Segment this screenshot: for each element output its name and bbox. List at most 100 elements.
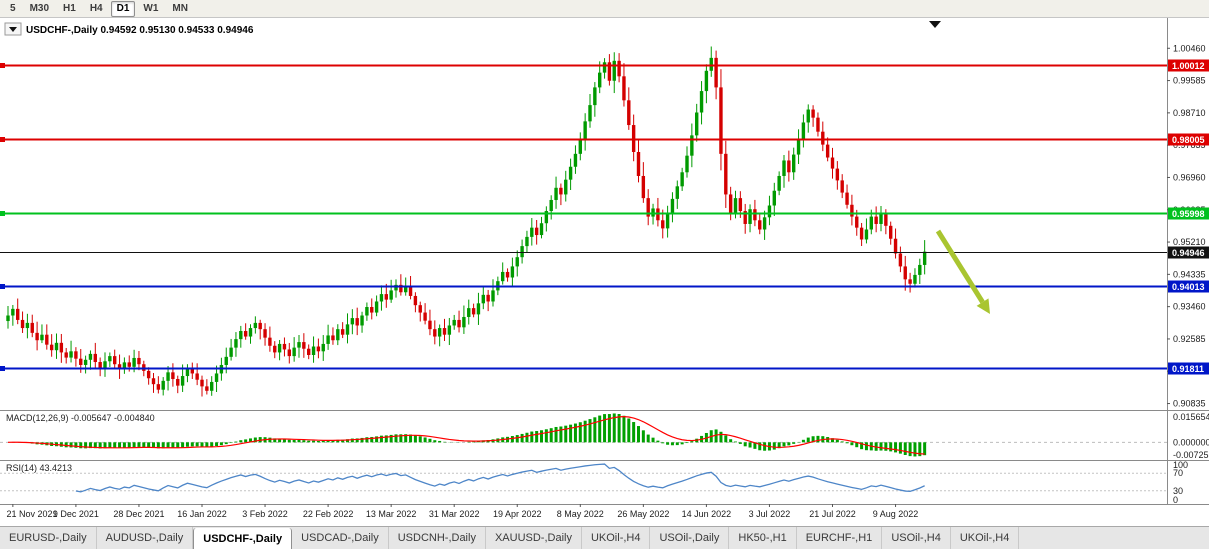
symbol-tab-usoil-h4[interactable]: USOil-,H4 [882,527,951,549]
candle-body [476,303,481,315]
symbol-tab-eurusd-daily[interactable]: EURUSD-,Daily [0,527,97,549]
timeframe-button-5[interactable]: 5 [10,2,16,14]
candle-body [573,153,578,167]
candle-body [127,362,131,367]
price-tag-1.00012: 1.00012 [1168,59,1209,72]
candle-body [108,356,112,362]
candle-body [243,331,248,337]
candle-body [491,290,495,302]
symbol-tab-usdchf-daily[interactable]: USDCHF-,Daily [193,528,293,549]
timeframe-button-mn[interactable]: MN [172,2,188,14]
symbol-tab-xauusd-daily[interactable]: XAUUSD-,Daily [486,527,582,549]
candlestick-chart[interactable]: 1.004600.995850.987100.978350.969600.960… [0,18,1209,526]
candle-body [893,238,898,254]
symbol-tab-usdcad-daily[interactable]: USDCAD-,Daily [292,527,389,549]
candle-body [821,131,825,145]
candle-body [336,329,340,341]
candle-body [326,335,330,344]
macd-axis-min: -0.007255 [1173,450,1209,460]
candle-body [884,213,888,226]
candle-body [816,117,820,132]
candle-body [69,351,73,358]
candle-body [612,60,616,81]
candle-body [859,227,864,240]
timeframe-button-h1[interactable]: H1 [63,2,76,14]
candle-body [462,316,466,328]
date-label: 9 Dec 2021 [53,509,99,519]
timeframe-button-w1[interactable]: W1 [143,2,159,14]
candle-body [869,216,873,230]
candle-body [452,319,456,326]
candle-body [176,378,180,386]
candle-body [825,144,830,158]
candle-body [413,295,418,306]
candle-body [30,322,34,333]
candle-body [792,154,796,173]
line-handle[interactable] [0,366,5,371]
candle-body [898,253,903,267]
candlestick-series [6,46,927,397]
candle-body [79,358,83,365]
symbol-tab-ukoil-h4[interactable]: UKOil-,H4 [951,527,1020,549]
candle-body [11,308,15,316]
timeframe-button-h4[interactable]: H4 [89,2,103,14]
timeframe-button-d1[interactable]: D1 [110,0,136,17]
price-tick-label: 0.93460 [1173,302,1206,312]
candle-body [889,225,893,239]
candle-body [384,294,388,300]
line-handle[interactable] [0,284,5,289]
price-tag-0.91811: 0.91811 [1168,362,1209,375]
symbol-tab-usdcnh-daily[interactable]: USDCNH-,Daily [389,527,486,549]
candle-body [714,57,718,88]
price-axis[interactable]: 1.004600.995850.987100.978350.969600.960… [1167,43,1206,409]
price-tag-0.95998: 0.95998 [1168,207,1209,220]
candle-body [903,266,907,280]
candle-body [690,135,694,156]
line-handle[interactable] [0,211,5,216]
date-label: 16 Jan 2022 [177,509,227,519]
candle-body [433,329,437,337]
candle-body [374,301,379,313]
chart-shift-marker[interactable] [929,21,941,28]
candle-body [922,251,927,265]
candle-body [437,328,442,337]
candle-body [408,287,413,296]
line-handle[interactable] [0,137,5,142]
date-label: 28 Dec 2021 [113,509,164,519]
symbol-tab-audusd-daily[interactable]: AUDUSD-,Daily [97,527,194,549]
svg-text:0.94013: 0.94013 [1172,282,1205,292]
candle-body [263,329,267,338]
candle-body [864,229,869,240]
candle-body [855,216,859,228]
svg-text:0.91811: 0.91811 [1172,364,1204,374]
symbol-tab-usoil-daily[interactable]: USOil-,Daily [650,527,730,549]
symbol-tab-hk50-h1[interactable]: HK50-,H1 [729,527,797,549]
candle-body [442,328,447,335]
candle-body [748,209,752,224]
candle-body [636,151,641,176]
symbol-tab-ukoil-h4[interactable]: UKOil-,H4 [582,527,651,549]
candle-body [399,284,403,293]
macd-axis-max: 0.015654 [1173,412,1209,422]
candle-body [762,217,767,230]
macd-label: MACD(12,26,9) -0.005647 -0.004840 [6,413,155,423]
symbol-tab-eurchf-h1[interactable]: EURCHF-,H1 [797,527,883,549]
candle-body [806,109,810,123]
candle-body [20,319,25,329]
candle-body [578,139,582,154]
date-label: 19 Apr 2022 [493,509,542,519]
line-handle[interactable] [0,63,5,68]
candle-body [845,192,849,205]
candle-body [525,236,529,247]
candle-body [122,362,127,370]
candle-body [88,353,93,360]
candle-body [559,187,563,195]
chart-area: 1.004600.995850.987100.978350.969600.960… [0,18,1209,526]
candle-body [205,386,209,391]
trend-arrow-head[interactable] [976,298,990,314]
price-tick-label: 0.95210 [1173,237,1206,247]
trend-arrow-shaft[interactable] [935,229,985,304]
candle-body [258,322,262,330]
timeframe-button-m30[interactable]: M30 [29,2,50,14]
